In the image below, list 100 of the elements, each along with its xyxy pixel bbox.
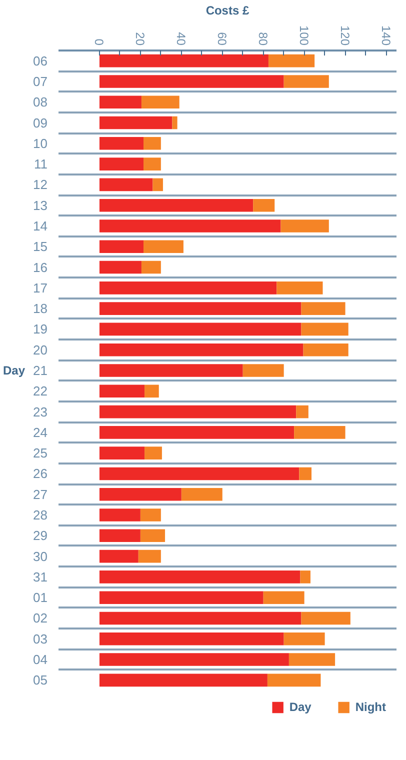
y-tick-label: 25 bbox=[33, 446, 48, 461]
bar bbox=[267, 674, 321, 687]
bar bbox=[138, 550, 161, 563]
bar bbox=[152, 178, 163, 192]
y-tick-label: 01 bbox=[33, 590, 48, 606]
bar bbox=[99, 54, 268, 68]
bar bbox=[99, 240, 144, 254]
bar bbox=[99, 158, 144, 170]
bar bbox=[99, 591, 264, 604]
bar bbox=[301, 302, 346, 315]
x-tick-label: 100 bbox=[296, 25, 311, 46]
bar bbox=[99, 178, 153, 192]
bar bbox=[99, 260, 142, 274]
bar bbox=[99, 488, 182, 501]
bar bbox=[99, 612, 302, 625]
bar bbox=[144, 446, 162, 460]
bar bbox=[299, 467, 312, 480]
bar bbox=[144, 137, 161, 150]
bar bbox=[99, 550, 138, 563]
y-tick-label: 20 bbox=[33, 342, 48, 358]
y-tick-label: 02 bbox=[33, 610, 48, 626]
bar bbox=[268, 54, 315, 68]
y-axis-title: Day bbox=[3, 364, 26, 378]
legend-label: Night bbox=[355, 700, 386, 714]
y-tick-label: 23 bbox=[33, 404, 48, 420]
bar bbox=[99, 282, 277, 294]
bar bbox=[141, 260, 161, 274]
bar bbox=[99, 96, 142, 109]
bar bbox=[284, 632, 325, 646]
y-tick-label: 19 bbox=[33, 322, 48, 337]
y-tick-label: 14 bbox=[33, 218, 48, 234]
x-axis-title: Costs £ bbox=[206, 3, 250, 18]
bar bbox=[99, 467, 300, 480]
bar bbox=[140, 508, 161, 522]
bar bbox=[144, 240, 184, 254]
y-tick-label: 07 bbox=[33, 74, 48, 89]
bar bbox=[99, 529, 140, 542]
bar bbox=[263, 591, 304, 604]
x-tick-label: 140 bbox=[378, 25, 393, 46]
x-tick-label: 60 bbox=[214, 32, 229, 46]
bar bbox=[172, 116, 178, 130]
y-tick-label: 16 bbox=[33, 260, 48, 275]
bar bbox=[144, 384, 159, 398]
y-tick-label: 26 bbox=[33, 466, 48, 482]
y-tick-label: 22 bbox=[33, 384, 48, 399]
y-tick-label: 05 bbox=[33, 672, 48, 688]
y-tick-label: 28 bbox=[33, 508, 48, 523]
bar bbox=[99, 220, 281, 232]
bar bbox=[284, 75, 329, 88]
bar bbox=[288, 653, 336, 666]
x-tick-label: 120 bbox=[338, 25, 352, 46]
bar bbox=[280, 220, 329, 232]
y-tick-label: 10 bbox=[33, 136, 48, 151]
bar bbox=[99, 632, 284, 646]
y-tick-label: 31 bbox=[33, 569, 48, 584]
x-tick-label: 0 bbox=[92, 38, 106, 46]
y-tick-label: 09 bbox=[33, 115, 48, 130]
bar bbox=[303, 343, 348, 356]
bar bbox=[301, 322, 348, 336]
bar bbox=[141, 96, 180, 109]
bar bbox=[181, 488, 222, 501]
y-tick-label: 29 bbox=[33, 528, 48, 544]
y-tick-label: 24 bbox=[33, 424, 48, 440]
y-tick-label: 11 bbox=[34, 156, 48, 172]
y-tick-label: 03 bbox=[33, 631, 48, 646]
y-tick-label: 15 bbox=[33, 239, 48, 254]
bar bbox=[99, 302, 302, 315]
legend-label: Day bbox=[289, 700, 312, 714]
y-tick-label: 18 bbox=[33, 301, 48, 316]
bar bbox=[99, 508, 140, 522]
bar bbox=[99, 198, 254, 212]
bar bbox=[144, 158, 161, 170]
y-tick-label: 13 bbox=[33, 198, 48, 213]
bar bbox=[294, 426, 346, 439]
y-tick-label: 08 bbox=[33, 94, 48, 110]
bar bbox=[99, 384, 145, 398]
bar bbox=[242, 364, 284, 377]
y-tick-label: 30 bbox=[33, 548, 48, 564]
x-tick-label: 80 bbox=[256, 32, 270, 46]
y-tick-label: 17 bbox=[33, 280, 48, 296]
bar bbox=[99, 405, 296, 418]
y-tick-label: 06 bbox=[33, 53, 48, 68]
y-tick-label: 27 bbox=[33, 486, 48, 502]
y-tick-label: 12 bbox=[33, 177, 48, 192]
bar bbox=[140, 529, 166, 542]
bar bbox=[99, 75, 284, 88]
x-tick-label: 20 bbox=[132, 32, 147, 46]
bar bbox=[99, 446, 145, 460]
bar bbox=[296, 405, 308, 418]
bar bbox=[301, 612, 350, 625]
bar bbox=[99, 653, 289, 666]
bar bbox=[276, 282, 323, 294]
bar bbox=[99, 322, 302, 336]
x-tick-label: 40 bbox=[174, 32, 188, 46]
bar bbox=[99, 343, 304, 356]
bar bbox=[300, 570, 310, 584]
y-tick-label: 04 bbox=[33, 652, 48, 668]
bar bbox=[99, 364, 243, 377]
bar bbox=[99, 674, 268, 687]
y-tick-label: 21 bbox=[33, 363, 48, 378]
